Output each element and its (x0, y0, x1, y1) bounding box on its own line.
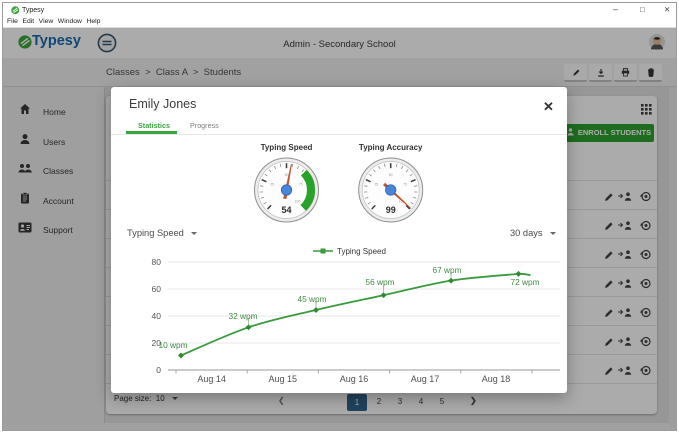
svg-text:Typing Accuracy: Typing Accuracy (359, 143, 423, 152)
svg-text:50: 50 (285, 173, 289, 177)
svg-text:0: 0 (156, 365, 161, 375)
svg-text:25: 25 (375, 183, 379, 187)
svg-text:50: 50 (389, 173, 393, 177)
svg-text:100: 100 (295, 200, 301, 204)
svg-text:25: 25 (270, 183, 274, 187)
svg-text:80: 80 (152, 257, 162, 267)
svg-text:10 wpm: 10 wpm (158, 340, 187, 350)
svg-text:75: 75 (403, 183, 407, 187)
svg-text:67 wpm: 67 wpm (432, 265, 461, 275)
svg-text:45 wpm: 45 wpm (297, 294, 326, 304)
svg-text:Aug 14: Aug 14 (197, 374, 226, 384)
svg-text:Typing Speed: Typing Speed (261, 143, 313, 152)
svg-text:75: 75 (299, 183, 303, 187)
svg-text:32 wpm: 32 wpm (228, 311, 257, 321)
svg-text:99: 99 (386, 205, 396, 215)
svg-text:54: 54 (281, 205, 291, 215)
svg-text:100: 100 (399, 200, 405, 204)
svg-text:60: 60 (152, 284, 162, 294)
svg-text:72 wpm: 72 wpm (510, 277, 539, 287)
svg-text:Aug 17: Aug 17 (411, 374, 440, 384)
svg-text:Aug 18: Aug 18 (482, 374, 511, 384)
svg-text:Aug 16: Aug 16 (340, 374, 369, 384)
svg-text:20: 20 (152, 338, 162, 348)
svg-text:56 wpm: 56 wpm (365, 277, 394, 287)
svg-text:Typing Speed: Typing Speed (337, 247, 386, 256)
svg-text:Aug 15: Aug 15 (269, 374, 298, 384)
svg-text:40: 40 (152, 311, 162, 321)
